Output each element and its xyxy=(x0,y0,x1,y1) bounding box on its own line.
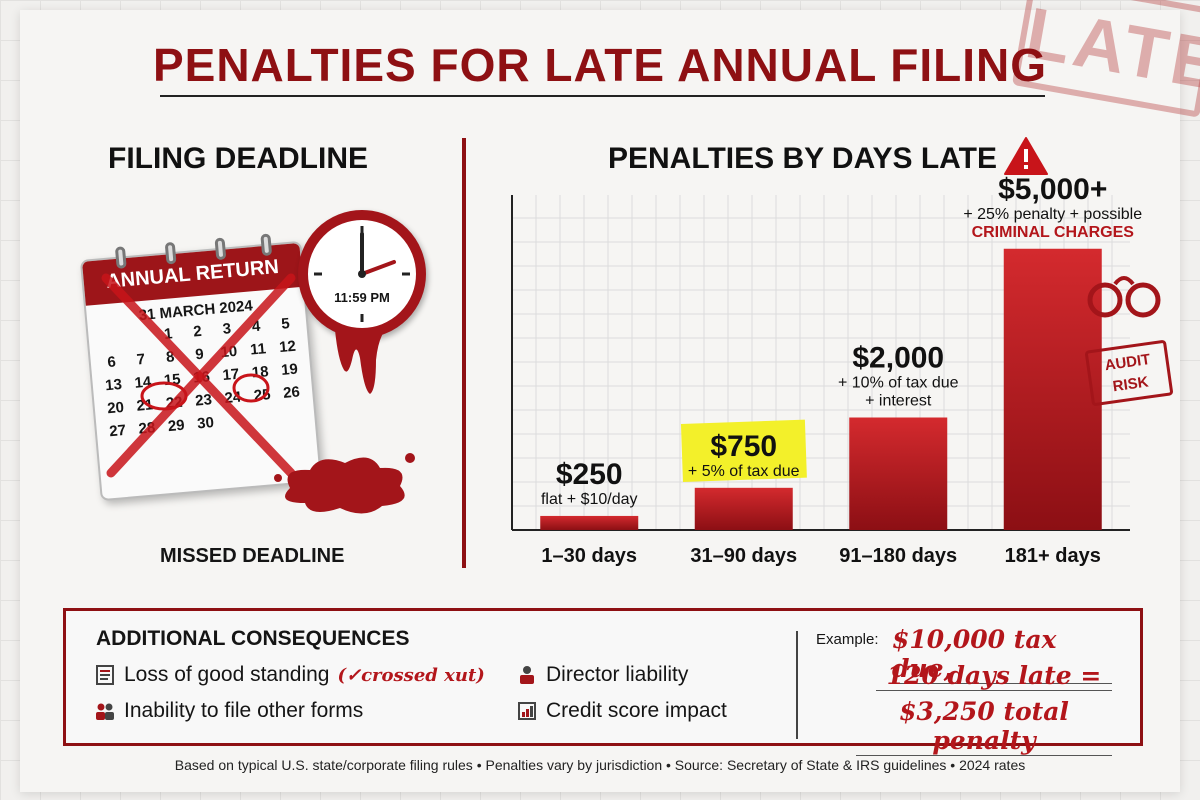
value-label: $5,000+ xyxy=(998,175,1107,206)
bar-1 xyxy=(540,515,639,530)
bar-description: flat + $10/day xyxy=(541,491,638,508)
people-icon xyxy=(96,703,114,720)
section-divider xyxy=(462,138,466,568)
x-tick-label: 31–90 days xyxy=(690,545,797,567)
example-line: $3,250 total penalty xyxy=(856,697,1112,756)
audit-risk-stamp: AUDIT RISK xyxy=(1084,339,1174,407)
consequence-item: Loss of good standing (✓crossed xut) xyxy=(94,663,485,687)
example-line: $10,000 tax due, xyxy=(892,625,1112,684)
consequence-item: Inability to file other forms xyxy=(94,699,363,723)
clock-icon: 11:59 PM xyxy=(298,210,426,338)
consequences-box: ADDITIONAL CONSEQUENCES Loss of good sta… xyxy=(63,608,1143,756)
bar-description: + 10% of tax due xyxy=(838,375,959,392)
example-divider xyxy=(796,631,798,739)
document-icon xyxy=(96,665,114,685)
bar-description: + 25% penalty + possible xyxy=(963,206,1142,223)
x-tick-label: 181+ days xyxy=(1005,545,1101,567)
x-tick-label: 91–180 days xyxy=(839,545,957,567)
missed-deadline-caption: MISSED DEADLINE xyxy=(160,545,345,567)
title-underline xyxy=(160,95,1045,97)
bar-2 xyxy=(694,487,793,530)
value-label: $750 xyxy=(710,430,777,463)
warning-icon xyxy=(1004,137,1048,175)
handwritten-note: (✓crossed xut) xyxy=(337,664,485,686)
consequence-label: Inability to file other forms xyxy=(124,699,364,722)
penalties-heading: PENALTIES BY DAYS LATE xyxy=(608,142,997,175)
example-label: Example: xyxy=(816,631,879,648)
bar-3 xyxy=(849,417,948,530)
value-label: $250 xyxy=(556,458,623,491)
handcuffs-icon xyxy=(1087,276,1161,318)
blood-drip-icon xyxy=(335,330,385,394)
bar-description: + 5% of tax due xyxy=(688,463,800,480)
highlight-marker xyxy=(680,419,807,482)
bar-description: CRIMINAL CHARGES xyxy=(972,224,1135,241)
calendar-ring xyxy=(214,237,227,261)
calendar-ring xyxy=(260,233,273,257)
credit-icon xyxy=(518,702,536,720)
x-tick-label: 1–30 days xyxy=(541,545,637,567)
value-label: $2,000 xyxy=(852,342,944,375)
consequences-title: ADDITIONAL CONSEQUENCES xyxy=(96,627,410,650)
cross-out-icon xyxy=(101,273,296,478)
clock-time: 11:59 PM xyxy=(334,290,390,305)
example-line: 120 days late = xyxy=(876,661,1112,691)
director-icon xyxy=(520,666,534,684)
bar-description: + interest xyxy=(865,393,932,410)
consequence-label: Director liability xyxy=(546,663,689,686)
source-footnote: Based on typical U.S. state/corporate fi… xyxy=(174,757,1026,773)
consequence-label: Credit score impact xyxy=(546,699,727,722)
consequence-item: Credit score impact xyxy=(516,699,727,723)
bar-4 xyxy=(1003,248,1102,530)
blood-splatter-icon xyxy=(274,453,415,514)
filing-deadline-heading: FILING DEADLINE xyxy=(108,142,368,175)
page-title: PENALTIES FOR LATE ANNUAL FILING xyxy=(152,39,1048,91)
consequence-item: Director liability xyxy=(516,663,688,687)
consequence-label: Loss of good standing xyxy=(124,663,330,686)
